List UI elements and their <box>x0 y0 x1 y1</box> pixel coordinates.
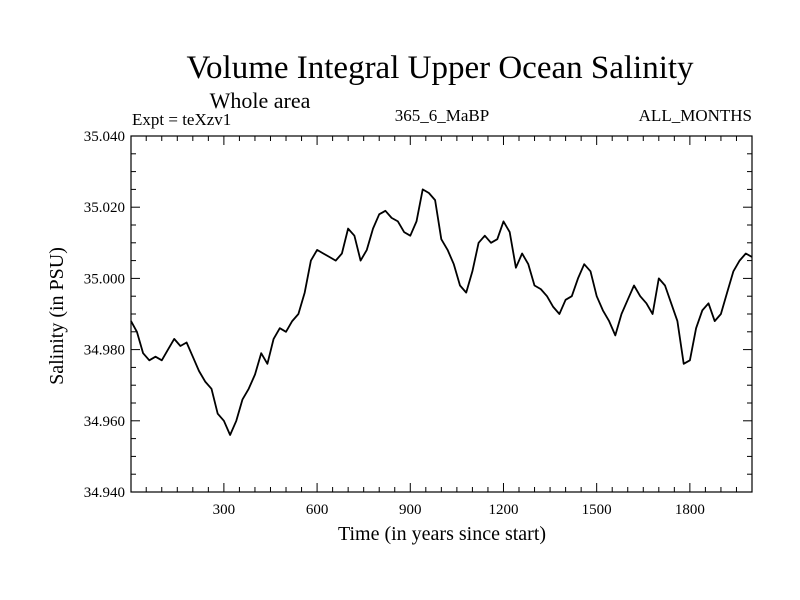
chart-title: Volume Integral Upper Ocean Salinity <box>186 50 694 86</box>
x-tick-label: 600 <box>306 502 329 518</box>
salinity-series-line <box>130 188 753 436</box>
y-tick-label: 34.980 <box>84 343 125 359</box>
months-label: ALL_MONTHS <box>639 106 752 125</box>
chart-subtitle: Whole area <box>210 88 311 113</box>
y-tick-label: 35.020 <box>84 200 125 216</box>
x-axis-label: Time (in years since start) <box>338 523 546 545</box>
x-tick-label: 1200 <box>488 502 518 518</box>
x-tick-label: 300 <box>213 502 236 518</box>
y-tick-label: 34.960 <box>84 414 125 430</box>
x-tick-label: 1800 <box>675 502 705 518</box>
x-tick-label: 900 <box>399 502 422 518</box>
axes: 300 600 900 1200 1500 1800 34.940 34.960 34.980 3… <box>84 129 752 518</box>
y-axis-label: Salinity (in PSU) <box>46 247 68 385</box>
y-tick-label: 35.040 <box>84 129 125 145</box>
y-tick-label: 34.940 <box>84 485 125 501</box>
experiment-label: Expt = teXzv1 <box>132 110 231 129</box>
y-tick-label: 35.000 <box>84 271 125 287</box>
run-label: 365_6_MaBP <box>395 106 489 125</box>
series-layer <box>130 188 753 436</box>
plot-frame <box>130 135 753 493</box>
x-tick-label: 1500 <box>582 502 612 518</box>
